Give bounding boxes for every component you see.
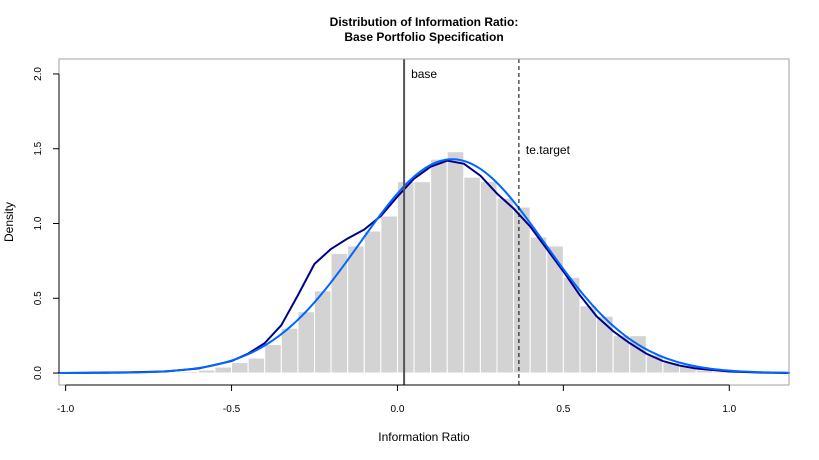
vline-label-base: base — [411, 67, 437, 81]
vline-label-te-target: te.target — [526, 143, 571, 157]
chart-titles: Distribution of Information Ratio: Base … — [330, 15, 519, 44]
y-tick-label: 1.5 — [33, 141, 44, 155]
chart-title: Distribution of Information Ratio: — [330, 15, 519, 29]
histogram-bar — [247, 357, 266, 374]
y-tick-label: 0.0 — [33, 366, 44, 380]
histogram-bar — [197, 369, 216, 374]
x-tick-label: 0.5 — [556, 404, 570, 415]
histogram-bar — [280, 327, 299, 374]
histogram-bar — [264, 344, 282, 374]
y-axis: 0.0 0.5 1.0 1.5 2.0 — [33, 67, 60, 380]
histogram-bar — [496, 197, 515, 374]
x-tick-label: -1.0 — [57, 404, 75, 415]
x-tick-label: -0.5 — [223, 404, 241, 415]
histogram-bar — [479, 181, 498, 374]
histogram-bar — [214, 366, 233, 374]
histogram-bars — [181, 151, 730, 374]
reference-lines: base te.target — [403, 59, 571, 385]
normal-fit-curve — [58, 158, 790, 375]
histogram-bar — [231, 362, 249, 374]
histogram-bar — [297, 311, 315, 374]
x-tick-label: 0.0 — [391, 404, 405, 415]
density-curves — [58, 158, 790, 375]
x-axis-label: Information Ratio — [378, 430, 470, 444]
histogram-bar — [314, 290, 332, 374]
x-axis: -1.0 -0.5 0.0 0.5 1.0 — [57, 384, 737, 415]
kernel-density-curve — [58, 159, 790, 375]
histogram-bar — [513, 206, 531, 374]
histogram-bar — [446, 151, 465, 374]
histogram-bar — [347, 245, 365, 374]
histogram-bar — [363, 230, 382, 374]
x-tick-label: 1.0 — [722, 404, 736, 415]
histogram-bar — [430, 158, 448, 374]
histogram-bar — [529, 236, 548, 374]
chart-subtitle: Base Portfolio Specification — [344, 30, 503, 44]
histogram-bar — [579, 305, 598, 374]
histogram-bar — [380, 215, 398, 374]
y-tick-label: 1.0 — [33, 216, 44, 230]
y-tick-label: 2.0 — [33, 67, 44, 81]
y-axis-label: Density — [2, 202, 16, 242]
histogram-bar — [396, 181, 415, 374]
histogram-bar — [181, 371, 199, 374]
y-tick-label: 0.5 — [33, 291, 44, 305]
histogram-bar — [463, 176, 481, 374]
histogram-bar — [413, 181, 432, 374]
